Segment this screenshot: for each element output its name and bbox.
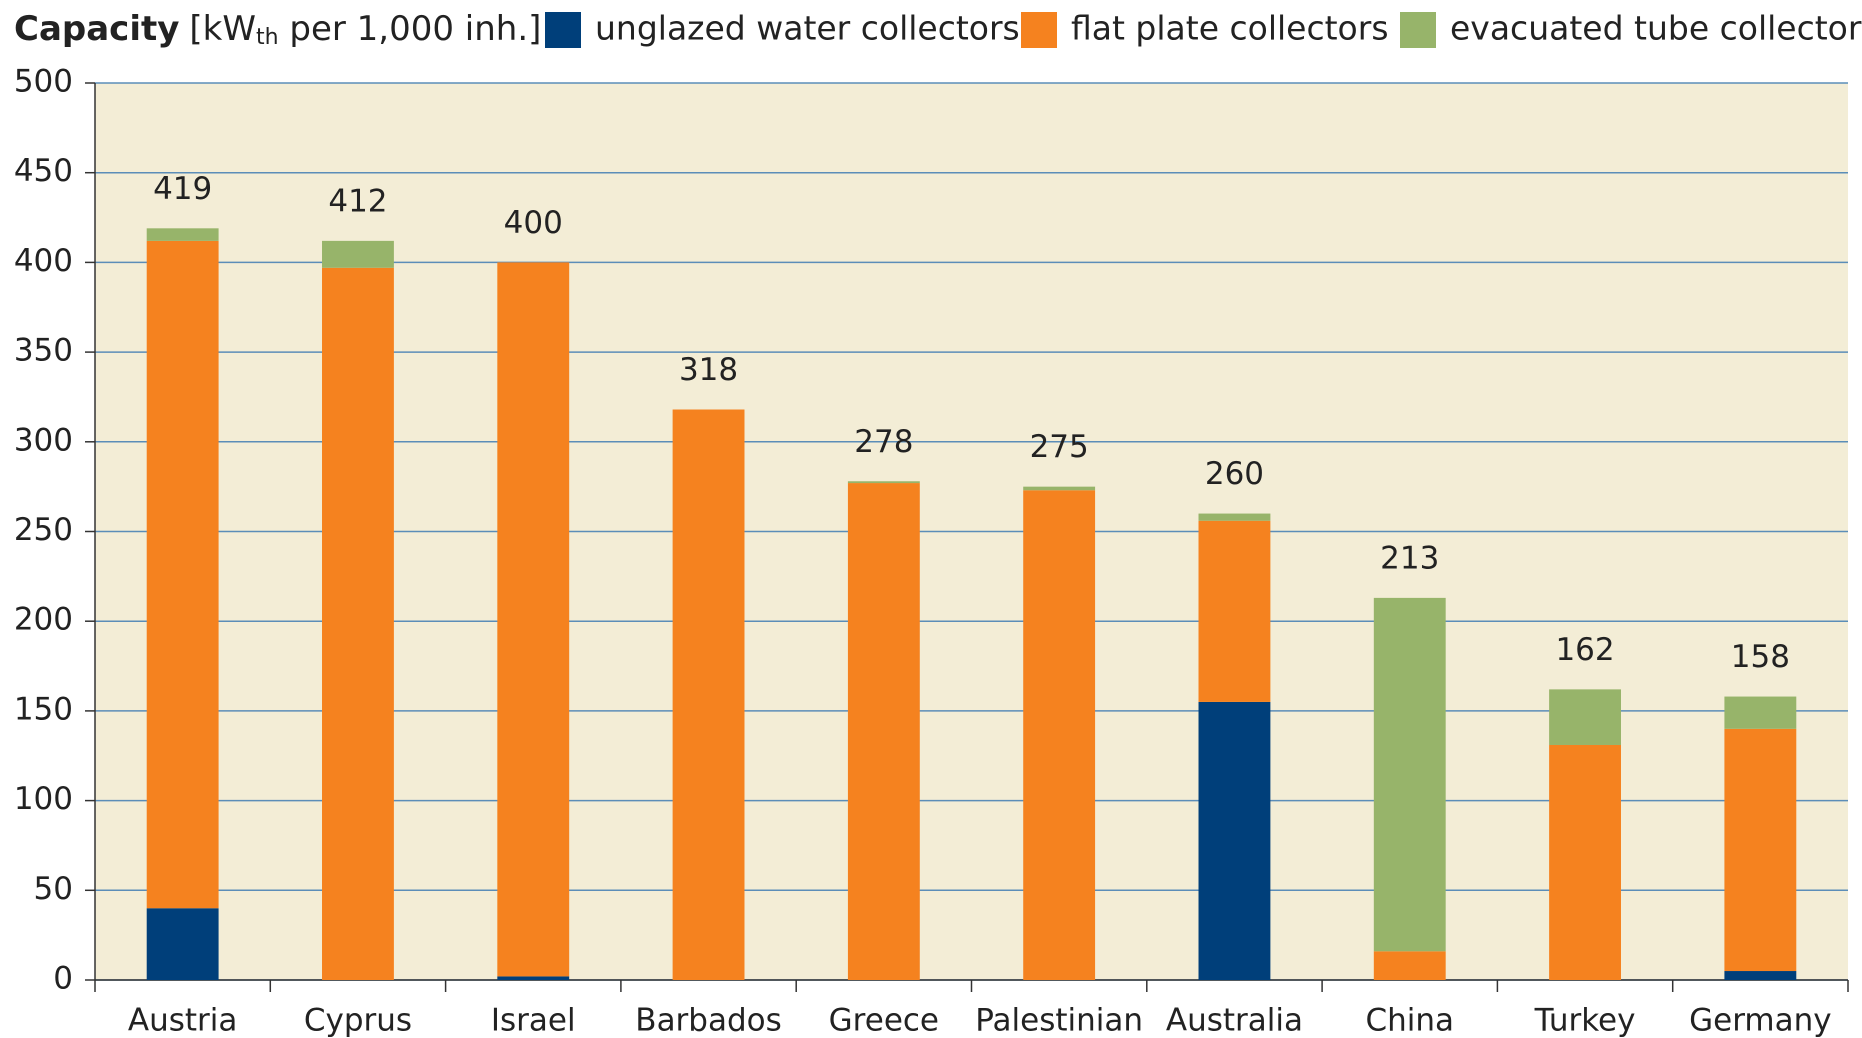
bar-segment [497,976,570,980]
total-label: 412 [328,183,387,219]
bar-segment [1549,689,1621,745]
bar-segment [1724,696,1797,729]
bar-segment [1373,597,1446,952]
total-label: 158 [1731,639,1790,675]
unit-suffix: per 1,000 inh.] [279,9,542,49]
bar-segment [1198,520,1271,702]
bar-segment [1549,744,1621,980]
bar-segment [847,483,920,980]
x-tick-label: Germany [1689,1003,1831,1038]
legend-swatch [545,12,581,48]
y-tick-label: 500 [14,64,73,100]
legend-swatch [1400,12,1436,48]
x-tick-label: Australia [1166,1003,1303,1038]
total-label: 318 [679,352,738,388]
x-tick-label: Palestinian [975,1003,1143,1038]
y-tick-label: 200 [14,602,73,638]
unit-prefix: [kW [189,9,256,49]
bar-segment [1023,486,1096,491]
x-tick-label: Israel [491,1003,576,1038]
y-tick-label: 50 [34,871,73,907]
bar-segment [146,908,219,980]
total-label: 275 [1030,429,1089,465]
y-tick-label: 0 [53,961,73,997]
x-tick-label: Greece [829,1003,939,1038]
x-tick-label: China [1365,1003,1454,1038]
y-tick-label: 400 [14,243,73,279]
y-tick-label: 450 [14,153,73,189]
bar-segment [847,481,920,484]
bar-segment [322,240,394,268]
bar-segment [497,262,570,977]
y-tick-label: 100 [14,781,73,817]
bar-segment [146,228,219,241]
legend-label: evacuated tube collectors [1450,9,1862,48]
bar-segment [1373,951,1446,980]
x-tick-label: Turkey [1534,1003,1636,1038]
total-label: 260 [1205,456,1264,492]
y-tick-label: 350 [14,333,73,369]
total-label: 278 [854,424,913,460]
bar-segment [1023,490,1096,980]
bar-segment [1724,728,1797,972]
bar-segment [1198,513,1271,521]
y-tick-label: 300 [14,422,73,458]
bar-segment [146,240,219,909]
x-tick-label: Austria [128,1003,238,1038]
total-label: 400 [504,205,563,241]
bar-segment [1198,701,1271,980]
bar-segment [322,267,394,981]
x-tick-label: Barbados [635,1003,781,1038]
bar-segment [672,409,745,980]
chart-title: Capacity [kWth per 1,000 inh.] [14,9,541,51]
title-bold: Capacity [14,9,179,49]
legend-label: unglazed water collectors [595,9,1020,48]
total-label: 419 [153,171,212,207]
y-tick-label: 150 [14,691,73,727]
total-label: 213 [1380,540,1439,576]
legend-swatch [1021,12,1057,48]
unit-subscript: th [256,25,279,50]
legend-label: flat plate collectors [1071,9,1389,48]
total-label: 162 [1555,632,1614,668]
bar-segment [1724,971,1797,980]
y-tick-label: 250 [14,512,73,548]
x-tick-label: Cyprus [304,1003,412,1038]
